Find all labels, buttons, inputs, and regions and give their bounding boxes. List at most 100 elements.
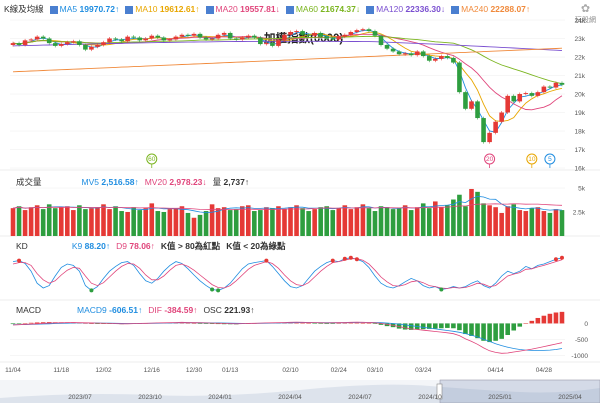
candle-body	[34, 36, 40, 40]
candle-body	[408, 53, 414, 56]
volume-bar	[445, 205, 450, 236]
volume-bar	[457, 194, 462, 236]
candle-body	[252, 35, 257, 38]
checkbox-icon[interactable]	[125, 5, 134, 14]
mv20-line	[12, 203, 563, 211]
osc-bar	[95, 323, 100, 324]
volume-tick-label: 5k	[578, 186, 586, 193]
candle-body	[179, 34, 185, 37]
checkbox-icon[interactable]	[366, 5, 375, 14]
ma5-legend[interactable]: MA5 19970.72↑	[49, 4, 119, 14]
osc-bar	[89, 323, 94, 324]
candle-body	[276, 40, 281, 46]
osc-bar	[541, 315, 547, 324]
kd-green-dot	[439, 287, 444, 292]
volume-bar	[487, 205, 492, 236]
volume-bar	[372, 211, 378, 236]
volume-bar	[384, 207, 390, 236]
osc-legend: OSC 221.93↑	[203, 305, 255, 315]
volume-bar	[342, 205, 348, 236]
ma20-legend[interactable]: MA20 19557.81↓	[205, 4, 280, 14]
checkbox-icon[interactable]	[205, 5, 214, 14]
osc-bar	[535, 317, 541, 324]
volume-bar	[119, 211, 124, 236]
osc-bar	[312, 323, 317, 324]
k-line	[12, 257, 563, 291]
osc-bar	[330, 323, 336, 324]
osc-bar	[83, 323, 88, 324]
osc-bar	[348, 322, 354, 324]
ma240-legend[interactable]: MA240 22288.07↑	[451, 4, 530, 14]
volume-bar	[89, 208, 94, 236]
candle-body	[95, 44, 100, 47]
kd-red-dot	[330, 258, 335, 263]
candle-body	[426, 56, 432, 61]
volume-bar	[83, 209, 88, 236]
price-tick-label: 23k	[575, 36, 586, 43]
osc-bar	[396, 323, 402, 329]
candle-body	[451, 57, 456, 63]
ma-badge-label: 60	[148, 156, 156, 163]
kd-red-dot	[354, 257, 359, 262]
osc-bar	[40, 322, 46, 324]
volume-bar	[10, 208, 16, 236]
volume-bar	[420, 203, 426, 236]
volume-bar	[270, 208, 275, 236]
macd-legend: MACD MACD9 -606.51↑ DIF -384.59↑ OSC 221…	[16, 305, 260, 315]
volume-bar	[101, 204, 106, 236]
candle-body	[209, 38, 215, 40]
ma120-legend[interactable]: MA120 22336.30↓	[366, 4, 445, 14]
candle-body	[28, 39, 34, 41]
ma60-legend[interactable]: MA60 21674.37↓	[285, 4, 360, 14]
candle-body	[505, 95, 510, 113]
candle-body	[481, 118, 486, 143]
date-tick-label: 04/28	[536, 367, 553, 374]
volume-bar	[58, 207, 64, 236]
candle-body	[282, 34, 287, 41]
osc-bar	[324, 323, 330, 325]
kd-green-dot	[89, 288, 94, 293]
date-tick-label: 02/10	[282, 367, 299, 374]
checkbox-icon[interactable]	[451, 5, 460, 14]
price-tick-label: 19k	[575, 110, 586, 117]
osc-bar	[451, 323, 456, 329]
date-tick-label: 01/13	[222, 367, 239, 374]
volume-bar	[203, 211, 209, 236]
candle-body	[203, 37, 209, 40]
candle-body	[191, 33, 197, 36]
candle-body	[77, 41, 82, 45]
kd-red-dot	[553, 257, 558, 262]
ma-line-ma240	[12, 47, 563, 73]
volume-bar	[306, 211, 311, 236]
candle-body	[300, 31, 305, 35]
volume-bar	[191, 217, 197, 236]
candle-body	[541, 86, 547, 93]
checkbox-icon[interactable]	[49, 5, 58, 14]
date-tick-label: 03/10	[367, 367, 384, 374]
volume-panel-label: 成交量	[16, 177, 42, 187]
price-panel-label: K線及均線	[4, 4, 44, 14]
checkbox-icon[interactable]	[285, 5, 294, 14]
candle-body	[258, 37, 263, 45]
candle-body	[378, 35, 384, 45]
osc-bar	[203, 323, 209, 324]
candle-body	[342, 34, 348, 37]
osc-bar	[342, 323, 348, 324]
ma-badge-60	[146, 153, 158, 165]
volume-bar	[65, 206, 70, 236]
volume-bar	[161, 212, 167, 236]
volume-bar	[396, 208, 402, 236]
candle-body	[360, 29, 366, 31]
osc-bar	[433, 323, 438, 329]
volume-bar	[16, 206, 22, 236]
volume-bar	[107, 209, 112, 236]
volume-bar	[499, 212, 504, 236]
ma10-legend[interactable]: MA10 19612.61↑	[125, 4, 200, 14]
candle-body	[457, 62, 462, 93]
osc-bar	[547, 313, 553, 324]
osc-bar	[469, 323, 474, 336]
candle-body	[354, 30, 360, 33]
kd-red-dot	[17, 258, 22, 263]
volume-bar	[348, 209, 354, 236]
